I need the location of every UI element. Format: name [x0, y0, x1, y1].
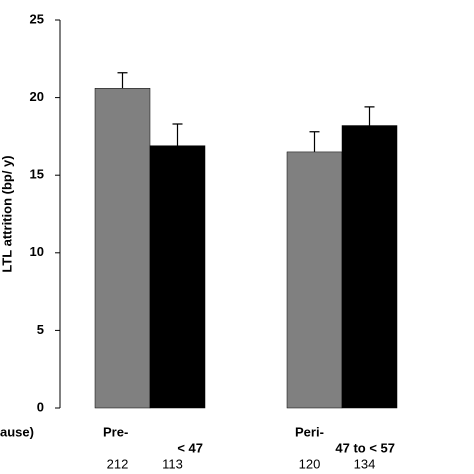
category-label: Peri-	[295, 424, 324, 439]
x-axis-label: ause)	[0, 424, 34, 439]
y-tick-label: 0	[37, 399, 44, 414]
error-bar	[172, 123, 183, 146]
y-tick-label: 10	[30, 244, 44, 259]
category-sublabel: < 47	[177, 440, 203, 455]
y-tick-label: 25	[30, 11, 44, 26]
error-bar	[117, 72, 128, 89]
y-axis-label: LTL attrition (bp/ y)	[0, 155, 14, 272]
category-sublabel: 47 to < 57	[335, 440, 395, 455]
count-label: 113	[162, 456, 183, 471]
bar	[149, 145, 206, 409]
error-bar	[309, 131, 320, 152]
bar	[286, 151, 343, 409]
count-label: 212	[107, 456, 129, 471]
y-tick-label: 15	[30, 167, 44, 182]
bar	[341, 125, 398, 409]
y-tick-label: 20	[30, 89, 44, 104]
count-label: 120	[299, 456, 321, 471]
category-label: Pre-	[103, 424, 128, 439]
count-label: 134	[354, 456, 376, 471]
bar	[94, 88, 151, 409]
error-bar	[364, 106, 375, 126]
y-tick-label: 5	[37, 322, 44, 337]
